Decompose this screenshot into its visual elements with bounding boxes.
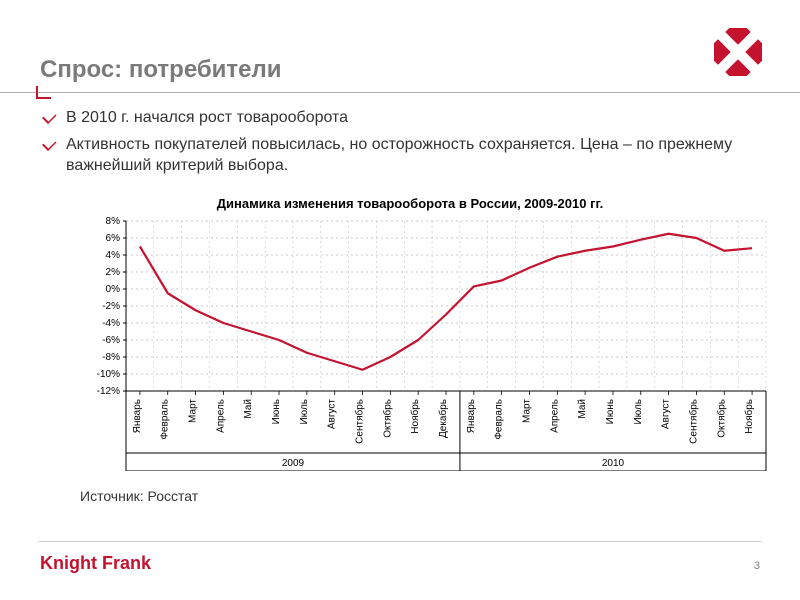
svg-text:Ноябрь: Ноябрь — [743, 399, 755, 434]
svg-text:2010: 2010 — [602, 458, 625, 469]
brand-name: Knight Frank — [40, 553, 151, 574]
svg-text:Апрель: Апрель — [215, 399, 226, 433]
chart-container: Динамика изменения товарооборота в Росси… — [80, 196, 740, 476]
svg-text:Май: Май — [243, 399, 254, 419]
svg-text:4%: 4% — [106, 250, 121, 261]
title-tick-icon — [35, 84, 53, 102]
svg-text:-6%: -6% — [102, 335, 120, 346]
svg-text:Август: Август — [661, 399, 672, 430]
svg-text:Октябрь: Октябрь — [715, 399, 727, 438]
svg-text:-12%: -12% — [97, 386, 120, 397]
svg-text:Июль: Июль — [299, 399, 310, 425]
svg-text:8%: 8% — [106, 216, 121, 227]
svg-text:0%: 0% — [106, 284, 121, 295]
svg-text:Ноябрь: Ноябрь — [409, 399, 421, 434]
svg-text:Сентябрь: Сентябрь — [354, 399, 366, 444]
svg-text:Май: Май — [577, 399, 588, 419]
chart-title: Динамика изменения товарооборота в Росси… — [80, 196, 740, 211]
svg-text:-2%: -2% — [102, 301, 120, 312]
svg-text:2%: 2% — [106, 267, 121, 278]
svg-text:2009: 2009 — [282, 458, 305, 469]
list-item: В 2010 г. начался рост товарооборота — [48, 108, 740, 129]
svg-text:-4%: -4% — [102, 318, 120, 329]
line-chart: -12% -10% -8% -6% -4% -2% 0% 2% 4% 6% 8% Январь Февр… — [80, 215, 772, 471]
svg-text:Март: Март — [188, 399, 199, 423]
bullet-list: В 2010 г. начался рост товарооборота Акт… — [48, 108, 740, 182]
svg-text:Июнь: Июнь — [605, 399, 616, 424]
svg-text:Сентябрь: Сентябрь — [687, 399, 699, 444]
svg-text:Август: Август — [327, 399, 338, 430]
svg-text:Декабрь: Декабрь — [437, 399, 449, 438]
svg-text:-10%: -10% — [97, 369, 120, 380]
page-number: 3 — [754, 560, 760, 572]
svg-text:Январь: Январь — [132, 399, 143, 433]
brand-logo — [714, 28, 762, 76]
footer-divider — [38, 541, 762, 542]
svg-text:Октябрь: Октябрь — [381, 399, 393, 438]
svg-text:Февраль: Февраль — [160, 399, 171, 440]
title-divider — [0, 92, 800, 93]
list-item: Активность покупателей повысилась, но ос… — [48, 135, 740, 177]
svg-text:Январь: Январь — [466, 399, 477, 433]
svg-text:Апрель: Апрель — [549, 399, 560, 433]
svg-text:Июнь: Июнь — [271, 399, 282, 424]
svg-text:Июль: Июль — [633, 399, 644, 425]
source-label: Источник: Росстат — [80, 488, 198, 504]
svg-text:-8%: -8% — [102, 352, 120, 363]
svg-text:6%: 6% — [106, 233, 121, 244]
page-title: Спрос: потребители — [40, 56, 282, 84]
svg-text:Февраль: Февраль — [494, 399, 505, 440]
svg-text:Март: Март — [521, 399, 532, 423]
